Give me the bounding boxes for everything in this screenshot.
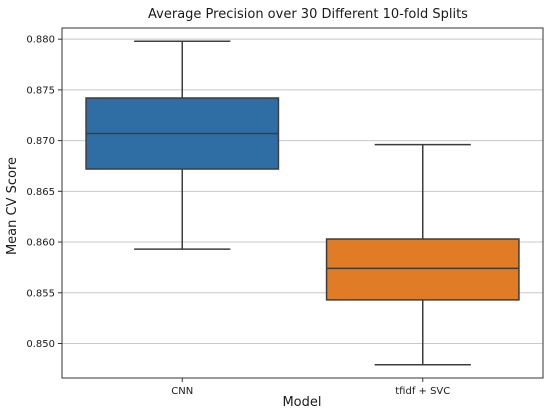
x-axis-label: Model [282, 395, 321, 410]
chart-title: Average Precision over 30 Different 10-f… [148, 7, 468, 22]
axes-frame [61, 27, 544, 379]
y-tick-label: 0.865 [26, 187, 55, 198]
box-group [85, 40, 280, 250]
x-tick-label: tfidf + SVC [395, 386, 450, 397]
box-body [325, 238, 520, 301]
y-tick-label: 0.875 [26, 85, 55, 96]
y-tick-label: 0.855 [26, 288, 55, 299]
y-tick-label: 0.880 [26, 35, 55, 46]
plot-area [85, 40, 520, 366]
box-group [325, 143, 520, 366]
y-axis-label: Mean CV Score [5, 157, 20, 255]
y-tick-label: 0.870 [26, 136, 55, 147]
y-axis-ticks: 0.850 0.855 0.860 0.865 0.870 0.875 0.880 [26, 35, 62, 350]
y-tick-label: 0.860 [26, 238, 55, 249]
x-tick-label: CNN [171, 386, 193, 397]
x-axis-ticks: CNN tfidf + SVC [171, 378, 450, 397]
y-tick-label: 0.850 [26, 339, 55, 350]
